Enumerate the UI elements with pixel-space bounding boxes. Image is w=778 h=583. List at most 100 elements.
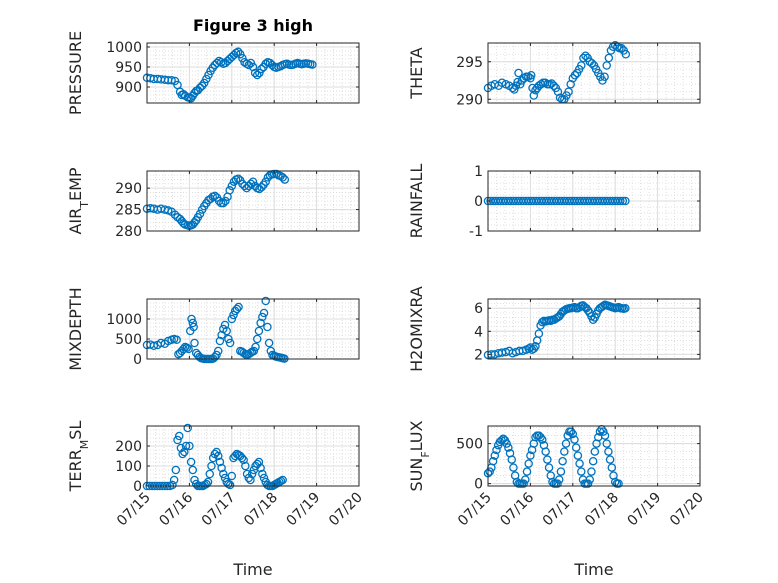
series-terr-msl [142, 423, 287, 491]
data-point [242, 183, 251, 193]
data-point [214, 196, 224, 206]
y-tick-label: 295 [456, 55, 483, 71]
data-point [224, 334, 233, 344]
data-point [541, 447, 550, 456]
data-point [531, 342, 540, 351]
axes-box [146, 298, 360, 360]
data-point [536, 432, 545, 442]
data-point [604, 53, 614, 63]
y-tick-label: 1000 [106, 40, 142, 56]
data-point [507, 455, 516, 464]
y-tick-label: 6 [474, 301, 483, 317]
data-point [246, 58, 256, 68]
data-point [534, 329, 544, 338]
subplot-rainfall: -1 0 1 RAINFALL [407, 164, 701, 240]
data-point [250, 68, 260, 78]
y-tick-label: 4 [474, 324, 483, 340]
y-tick-label: 0 [474, 477, 483, 493]
y-tick-label: 290 [456, 92, 483, 108]
y-tick-label: 1000 [106, 312, 142, 328]
data-point [227, 314, 237, 324]
data-point [202, 74, 211, 84]
y-axis-label: MIXDEPTH [66, 287, 85, 370]
x-axis-label: Time [573, 560, 613, 579]
data-point [217, 330, 226, 340]
y-axis-label: THETA [407, 47, 426, 99]
y-tick-label: 500 [456, 437, 483, 453]
data-point [257, 183, 266, 192]
data-point [502, 439, 511, 448]
data-point [219, 469, 228, 479]
data-point [577, 61, 586, 70]
axes-box [487, 425, 701, 487]
y-axis-label: TERRMSL [66, 421, 91, 493]
data-point [490, 451, 500, 460]
data-point [568, 429, 578, 439]
data-point [583, 479, 593, 488]
series-sun-flux [483, 424, 623, 488]
data-point [259, 473, 269, 483]
data-point [233, 47, 243, 57]
data-point [174, 431, 184, 441]
data-point [188, 318, 198, 328]
data-point [599, 427, 608, 436]
data-point [185, 441, 194, 451]
data-point [280, 175, 290, 184]
data-point [278, 475, 287, 485]
data-point [485, 467, 494, 476]
data-point [566, 427, 576, 436]
data-point [263, 322, 272, 332]
series-rainfall [483, 196, 630, 206]
data-point [202, 479, 211, 489]
data-point [232, 304, 242, 314]
y-axis-label: PRESSURE [66, 31, 85, 115]
data-point [504, 443, 513, 452]
data-point [544, 463, 554, 472]
y-tick-label: 0 [133, 479, 142, 495]
data-point [171, 465, 181, 475]
data-point [187, 314, 196, 324]
y-tick-label: 900 [115, 80, 142, 96]
y-axis-label: SUNFLUX [407, 420, 432, 491]
data-point [184, 344, 193, 354]
data-point [553, 479, 562, 488]
data-point [213, 346, 223, 356]
y-tick-label: 1 [474, 164, 483, 180]
data-point [585, 475, 595, 484]
data-point [607, 463, 617, 472]
data-point [255, 68, 264, 78]
y-tick-label: 200 [115, 439, 142, 455]
subplot-air-temp: 280 285 290 AIRTEMP [66, 167, 360, 240]
data-point [604, 447, 613, 456]
y-axis-label: RAINFALL [407, 164, 426, 239]
data-point [605, 455, 615, 464]
data-point [308, 60, 317, 69]
data-point [616, 196, 625, 206]
data-point [225, 186, 234, 195]
data-point [244, 181, 254, 191]
data-point [526, 71, 536, 80]
data-point [246, 475, 255, 485]
data-point [199, 78, 209, 88]
data-point [554, 475, 564, 484]
data-point [529, 91, 539, 100]
data-point [259, 308, 269, 318]
data-point [173, 435, 182, 445]
y-axis-label: H2OMIXRA [407, 286, 426, 372]
data-point [233, 174, 243, 183]
x-axis-label: Time [232, 560, 272, 579]
axes-box [487, 42, 701, 104]
y-tick-label: 290 [115, 181, 142, 197]
data-point [220, 320, 230, 330]
data-point [573, 451, 583, 460]
data-point [529, 344, 539, 353]
data-point [549, 81, 558, 91]
data-point [169, 475, 179, 485]
data-point [168, 480, 177, 490]
data-point [524, 459, 533, 468]
data-point [244, 60, 254, 70]
data-point [252, 70, 262, 80]
data-point [587, 467, 596, 476]
data-point [571, 443, 581, 452]
